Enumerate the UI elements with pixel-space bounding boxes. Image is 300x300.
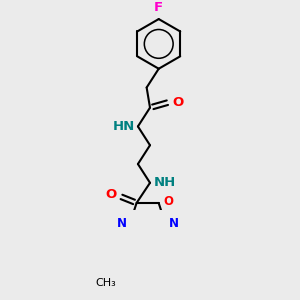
Text: N: N xyxy=(116,218,126,230)
Text: O: O xyxy=(172,96,183,109)
Text: CH₃: CH₃ xyxy=(95,278,116,288)
Text: O: O xyxy=(105,188,116,201)
Text: N: N xyxy=(169,218,179,230)
Text: NH: NH xyxy=(153,176,176,189)
Text: F: F xyxy=(154,1,163,14)
Text: O: O xyxy=(164,195,173,208)
Text: HN: HN xyxy=(112,120,135,133)
